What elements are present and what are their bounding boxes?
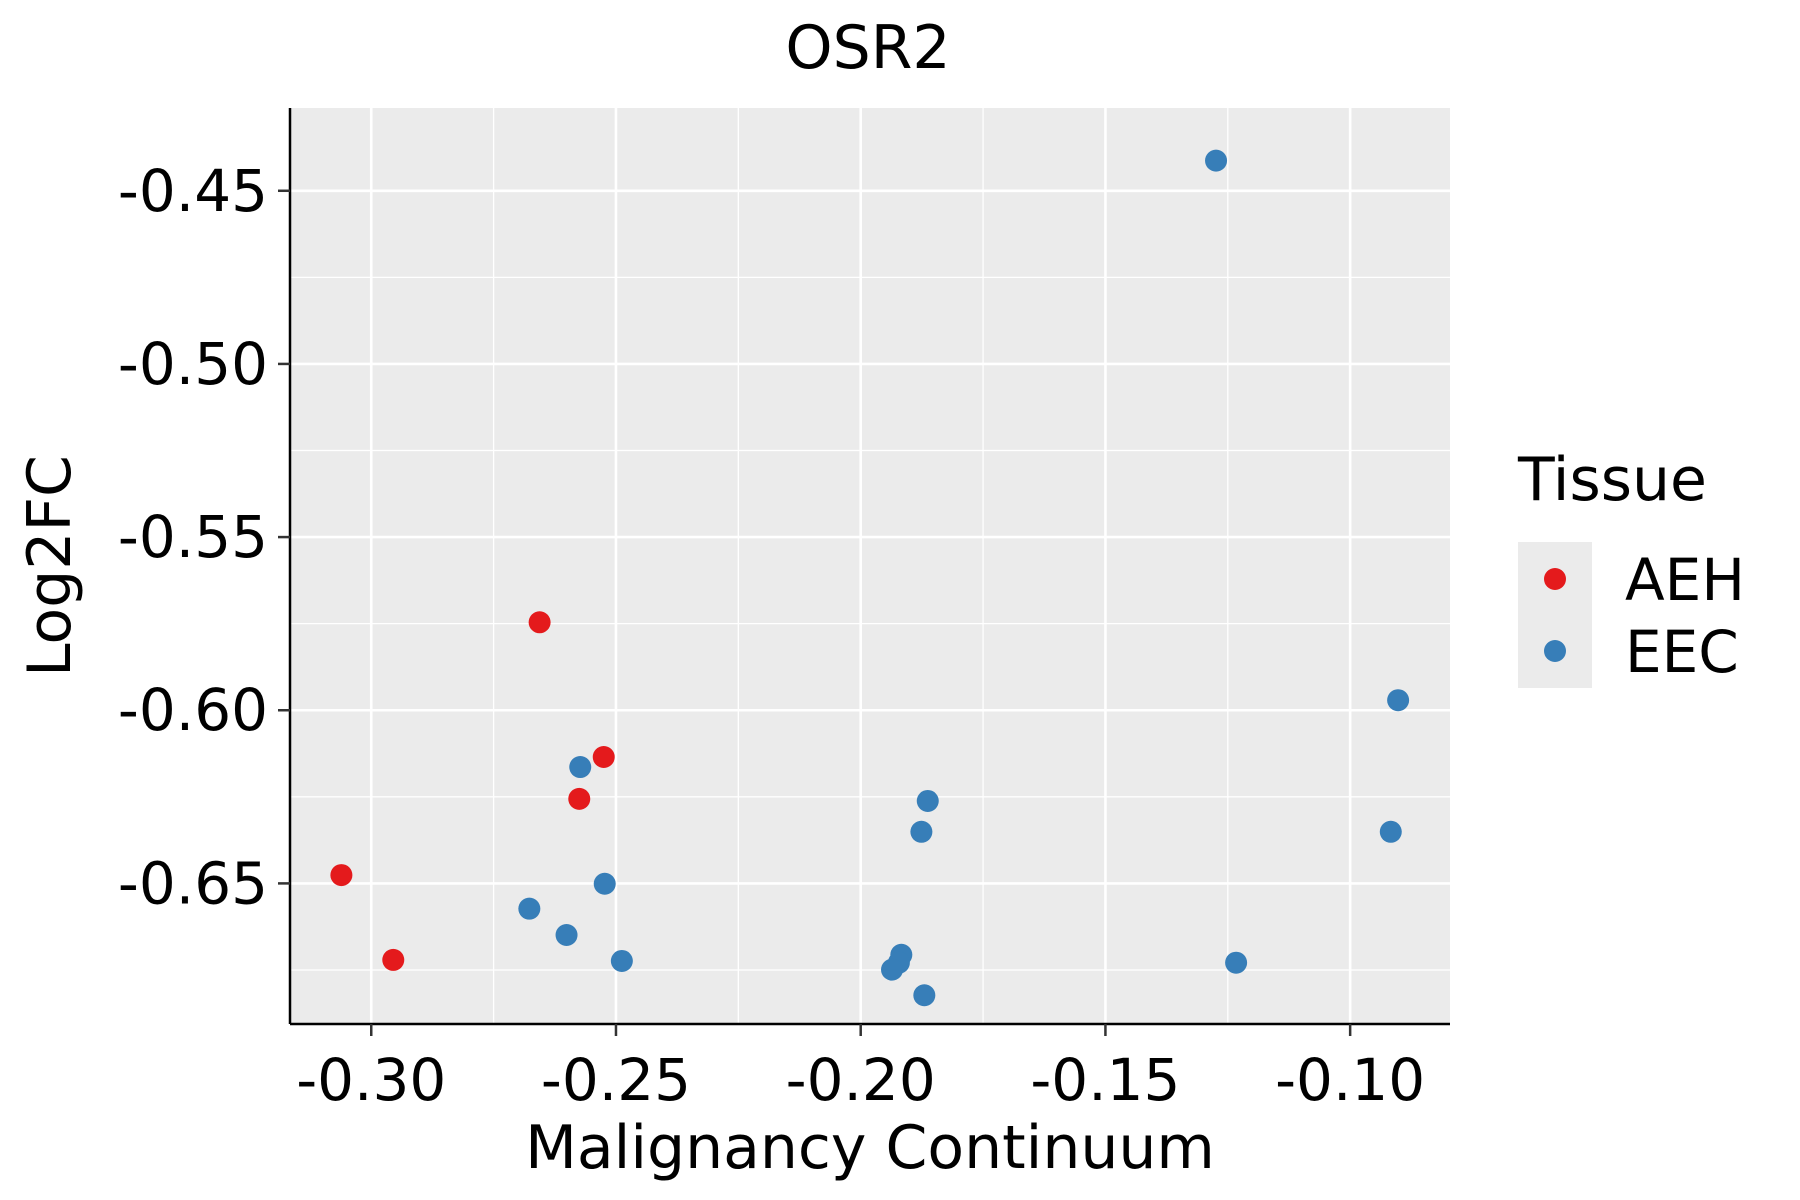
legend-title: Tissue bbox=[1517, 445, 1707, 515]
data-point-eec bbox=[610, 949, 633, 972]
x-tick-label: -0.25 bbox=[541, 1046, 691, 1114]
data-point-eec bbox=[913, 984, 936, 1007]
data-point-aeh bbox=[592, 745, 615, 768]
x-tick-label: -0.30 bbox=[296, 1046, 446, 1114]
data-point-aeh bbox=[568, 787, 591, 810]
y-axis-ticks: -0.45 -0.50 -0.55 -0.60 -0.65 bbox=[118, 157, 290, 917]
data-point-eec bbox=[916, 789, 939, 812]
major-gridlines bbox=[290, 108, 1450, 1024]
y-tick-label: -0.50 bbox=[118, 330, 268, 398]
data-point-aeh bbox=[330, 864, 353, 887]
data-points bbox=[330, 149, 1410, 1007]
y-tick-label: -0.60 bbox=[118, 676, 268, 744]
data-point-eec bbox=[1205, 149, 1228, 172]
data-point-eec bbox=[1225, 951, 1248, 974]
x-tick-label: -0.15 bbox=[1030, 1046, 1180, 1114]
legend-label-aeh: AEH bbox=[1625, 546, 1745, 614]
minor-gridlines bbox=[290, 108, 1450, 1024]
x-tick-label: -0.10 bbox=[1275, 1046, 1425, 1114]
data-point-eec bbox=[910, 820, 933, 843]
data-point-eec bbox=[518, 897, 541, 920]
x-axis-ticks: -0.30 -0.25 -0.20 -0.15 -0.10 bbox=[296, 1024, 1425, 1114]
y-axis-title: Log2FC bbox=[15, 455, 85, 677]
data-point-eec bbox=[881, 958, 904, 981]
chart-title: OSR2 bbox=[785, 13, 950, 83]
x-tick-label: -0.20 bbox=[786, 1046, 936, 1114]
legend-label-eec: EEC bbox=[1625, 618, 1739, 686]
data-point-eec bbox=[555, 923, 578, 946]
x-axis-title: Malignancy Continuum bbox=[525, 1113, 1215, 1183]
data-point-eec bbox=[593, 872, 616, 895]
legend-key-eec bbox=[1544, 640, 1566, 662]
plot-panel bbox=[290, 108, 1450, 1024]
data-point-eec bbox=[1379, 820, 1402, 843]
y-tick-label: -0.45 bbox=[118, 157, 268, 225]
y-tick-label: -0.65 bbox=[118, 849, 268, 917]
y-tick-label: -0.55 bbox=[118, 503, 268, 571]
data-point-eec bbox=[1387, 689, 1410, 712]
data-point-aeh bbox=[528, 611, 551, 634]
data-point-aeh bbox=[382, 948, 405, 971]
legend-key-background bbox=[1518, 542, 1592, 688]
data-point-eec bbox=[569, 756, 592, 779]
legend-key-aeh bbox=[1544, 568, 1566, 590]
